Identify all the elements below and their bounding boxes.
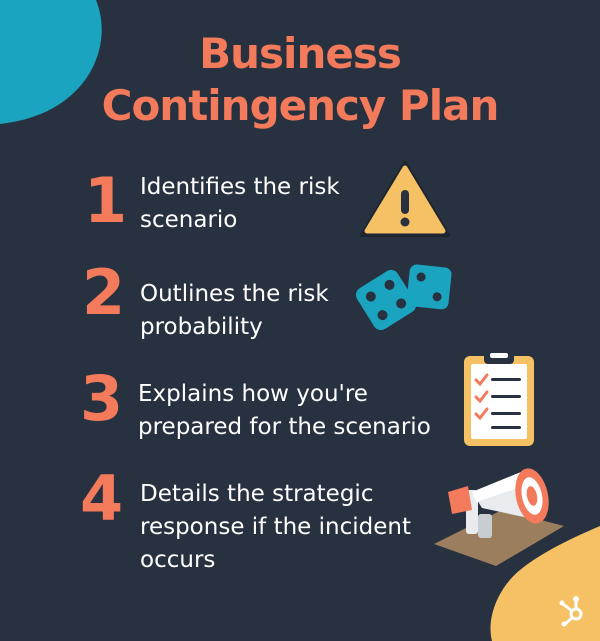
hubspot-logo (559, 596, 583, 627)
warning-icon (360, 161, 450, 237)
step-number-1: 1 (84, 164, 128, 237)
page-title: Business Contingency Plan (0, 28, 600, 132)
step-1-line-2: scenario (140, 207, 238, 233)
step-text-2: Outlines the risk probability (140, 278, 329, 344)
step-2-line-2: probability (140, 314, 263, 340)
teal-blob-decoration (0, 0, 102, 124)
step-4-line-3: occurs (140, 547, 216, 573)
step-number-2: 2 (82, 256, 126, 329)
megaphone-icon (434, 468, 564, 566)
step-4-line-2: response if the incident (140, 514, 411, 540)
step-1-line-1: Identifies the risk (140, 174, 340, 200)
step-text-1: Identifies the risk scenario (140, 171, 340, 237)
step-3-line-2: prepared for the scenario (138, 414, 431, 440)
step-number-4: 4 (80, 462, 124, 535)
step-2-line-1: Outlines the risk (140, 281, 329, 307)
title-line-1: Business (199, 29, 402, 78)
step-text-4: Details the strategic response if the in… (140, 478, 411, 577)
step-4-line-1: Details the strategic (140, 481, 374, 507)
title-line-2: Contingency Plan (101, 81, 500, 130)
step-number-3: 3 (80, 362, 124, 435)
step-text-3: Explains how you're prepared for the sce… (138, 378, 431, 444)
step-3-line-1: Explains how you're (138, 381, 368, 407)
dice-icon (355, 264, 452, 331)
clipboard-checklist-icon (464, 350, 534, 446)
